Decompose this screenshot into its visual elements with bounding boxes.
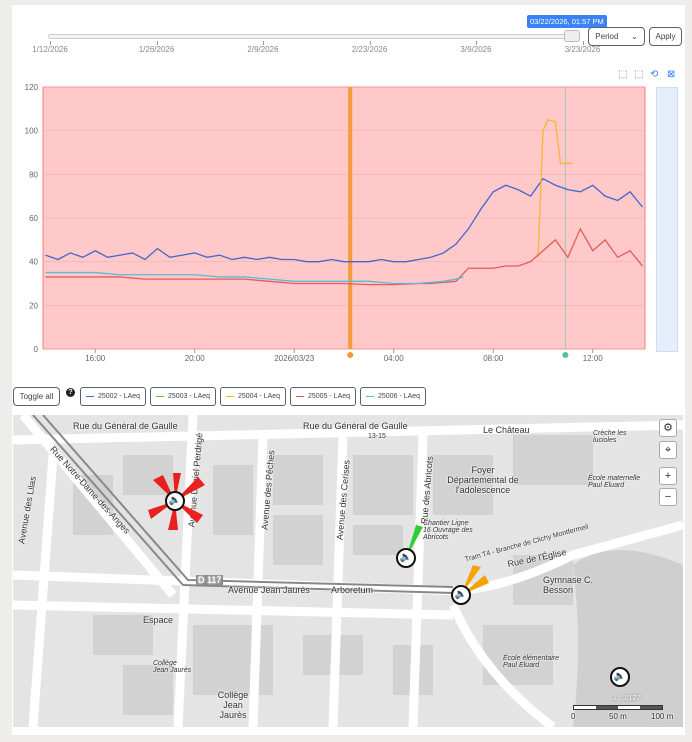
- legend-item[interactable]: 25006 - LAeq: [360, 387, 427, 406]
- legend-label: 25004 - LAeq: [238, 393, 281, 400]
- x-tick-label: 08:00: [483, 354, 504, 363]
- street-label: Rue du Général de Gaulle: [303, 421, 408, 431]
- street-label: Rue du Général de Gaulle: [73, 421, 178, 431]
- location-icon[interactable]: ⌖: [659, 441, 677, 459]
- timeline-label: 1/26/2026: [138, 45, 175, 54]
- legend-swatch: [226, 395, 234, 398]
- x-tick-label: 20:00: [185, 354, 206, 363]
- x-tick-label: 12:00: [583, 354, 604, 363]
- y-tick-label: 120: [25, 83, 39, 92]
- sensor-marker[interactable]: 🔈: [610, 667, 630, 687]
- map[interactable]: Rue du Général de Gaulle Rue du Général …: [13, 415, 683, 727]
- place-label: École élémentaire Paul Eluard: [503, 655, 560, 669]
- sensor-marker-25004[interactable]: 🔈: [451, 585, 471, 605]
- settings-icon[interactable]: ⚙: [659, 419, 677, 437]
- scale-label: 0: [571, 712, 576, 721]
- chevron-down-icon: ⌄: [630, 32, 638, 41]
- scale-bar: [573, 705, 663, 710]
- timeline-tooltip: 03/22/2026, 01:57 PM: [527, 15, 607, 28]
- street-label: Arboretum: [331, 585, 374, 595]
- legend-label: 25005 - LAeq: [308, 393, 351, 400]
- scale-label: 100 m: [651, 712, 674, 721]
- place-label: Collège Jean Jaurès: [217, 690, 249, 720]
- legend-label: 25002 - LAeq: [98, 393, 141, 400]
- legend-item[interactable]: 25005 - LAeq: [290, 387, 357, 406]
- x-tick-label: 04:00: [384, 354, 405, 363]
- y-tick-label: 0: [34, 345, 39, 354]
- legend-swatch: [366, 395, 374, 398]
- save-image-icon[interactable]: ⊠: [667, 69, 676, 80]
- place-label: Le Château: [483, 425, 530, 435]
- y-tick-label: 20: [29, 301, 38, 310]
- y-tick-label: 100: [25, 127, 39, 136]
- place-label: Espace: [143, 615, 174, 625]
- y-tick-label: 80: [29, 170, 38, 179]
- place-label: 13-15: [368, 433, 386, 440]
- scale-label: 50 m: [609, 712, 627, 721]
- timeline-label: 3/23/2026: [564, 45, 601, 54]
- legend-item[interactable]: 25004 - LAeq: [220, 387, 287, 406]
- legend-swatch: [296, 395, 304, 398]
- apply-button[interactable]: Apply: [649, 27, 682, 46]
- series-line-25004: [537, 118, 573, 258]
- timeline-tick: [369, 41, 371, 45]
- legend-label: 25006 - LAeq: [378, 393, 421, 400]
- legend-item[interactable]: 25003 - LAeq: [150, 387, 217, 406]
- timeline-slider-handle[interactable]: [564, 30, 580, 42]
- timeline-tick: [156, 41, 158, 45]
- place-label: Chantier Ligne 16 Ouvrage des Abricots: [423, 520, 473, 541]
- x-tick-label: 2026/03/23: [274, 354, 315, 363]
- noise-direction-roses: [148, 473, 489, 595]
- map-roads: [13, 415, 683, 727]
- zoom-out-button[interactable]: −: [659, 488, 677, 506]
- place-label: Gymnase C. Besson: [543, 575, 594, 595]
- place-label: Collège Jean Jaurès: [153, 660, 192, 674]
- timeline-tick: [476, 41, 477, 45]
- place-label: École maternelle Paul Eluard: [588, 475, 641, 489]
- legend-swatch: [156, 395, 164, 398]
- series-line-25006: [45, 271, 464, 285]
- zoom-reset-icon[interactable]: ⬚: [634, 69, 644, 80]
- timeline-tick: [263, 41, 264, 45]
- zoom-icon[interactable]: ⬚: [618, 69, 628, 80]
- timeline-label: 3/9/2026: [460, 45, 492, 54]
- series-line-25002: [45, 177, 644, 263]
- timeline-label: 2/23/2026: [351, 45, 388, 54]
- restore-icon[interactable]: ⟲: [650, 69, 659, 80]
- period-dropdown[interactable]: Period ⌄: [588, 27, 645, 46]
- chart-zoom-scrollbar[interactable]: [656, 87, 678, 352]
- timeline-tick: [582, 41, 584, 45]
- legend-label: 25003 - LAeq: [168, 393, 211, 400]
- sensor-marker-25005[interactable]: 🔈: [165, 491, 185, 511]
- legend-swatch: [86, 395, 94, 398]
- period-label: Period: [595, 32, 619, 41]
- y-tick-label: 60: [29, 214, 38, 223]
- legend-item[interactable]: 25002 - LAeq: [80, 387, 147, 406]
- help-icon[interactable]: ?: [66, 388, 75, 397]
- street-label: Avenue Jean Jaurès: [228, 585, 310, 595]
- timeline-label: 2/9/2026: [247, 45, 279, 54]
- place-label: Foyer Départemental de l'adolescence: [447, 465, 519, 495]
- y-tick-label: 40: [29, 258, 38, 267]
- toggle-all-button[interactable]: Toggle all: [13, 387, 60, 406]
- timeline-label: 1/12/2026: [32, 45, 68, 54]
- sensor-marker-25003[interactable]: 🔈: [396, 548, 416, 568]
- road-number: D 117: [196, 575, 224, 585]
- time-marker-dot: [347, 352, 354, 358]
- time-marker-dot: [562, 352, 569, 358]
- place-label: Crèche les lucioles: [593, 430, 627, 444]
- scale-ratio: 1 : 2,127: [613, 695, 641, 702]
- timeline-slider-track[interactable]: [48, 34, 580, 39]
- zoom-in-button[interactable]: +: [659, 467, 677, 485]
- timeline-tick: [50, 41, 51, 45]
- x-tick-label: 16:00: [85, 354, 106, 363]
- series-line-25005: [45, 227, 644, 286]
- noise-level-chart: 0 20 40 60 80 100 120 16:00 20:00 2026/03/23 04:00…: [25, 83, 646, 363]
